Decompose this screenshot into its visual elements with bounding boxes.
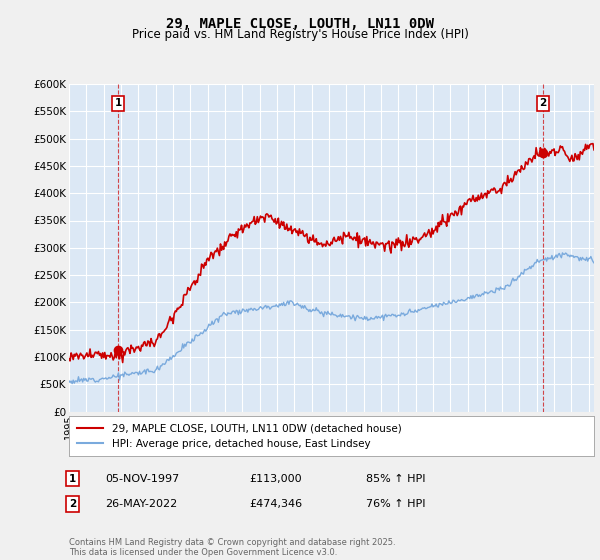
Text: Price paid vs. HM Land Registry's House Price Index (HPI): Price paid vs. HM Land Registry's House … — [131, 28, 469, 41]
Text: 85% ↑ HPI: 85% ↑ HPI — [366, 474, 425, 484]
Legend: 29, MAPLE CLOSE, LOUTH, LN11 0DW (detached house), HPI: Average price, detached : 29, MAPLE CLOSE, LOUTH, LN11 0DW (detach… — [73, 419, 406, 453]
Text: 29, MAPLE CLOSE, LOUTH, LN11 0DW: 29, MAPLE CLOSE, LOUTH, LN11 0DW — [166, 17, 434, 31]
Text: 2: 2 — [69, 499, 76, 509]
Text: 1: 1 — [115, 98, 122, 108]
Text: 05-NOV-1997: 05-NOV-1997 — [105, 474, 179, 484]
Text: Contains HM Land Registry data © Crown copyright and database right 2025.
This d: Contains HM Land Registry data © Crown c… — [69, 538, 395, 557]
Text: 76% ↑ HPI: 76% ↑ HPI — [366, 499, 425, 509]
Text: 26-MAY-2022: 26-MAY-2022 — [105, 499, 177, 509]
Text: 2: 2 — [539, 98, 547, 108]
Text: £113,000: £113,000 — [249, 474, 302, 484]
Text: 1: 1 — [69, 474, 76, 484]
Text: £474,346: £474,346 — [249, 499, 302, 509]
